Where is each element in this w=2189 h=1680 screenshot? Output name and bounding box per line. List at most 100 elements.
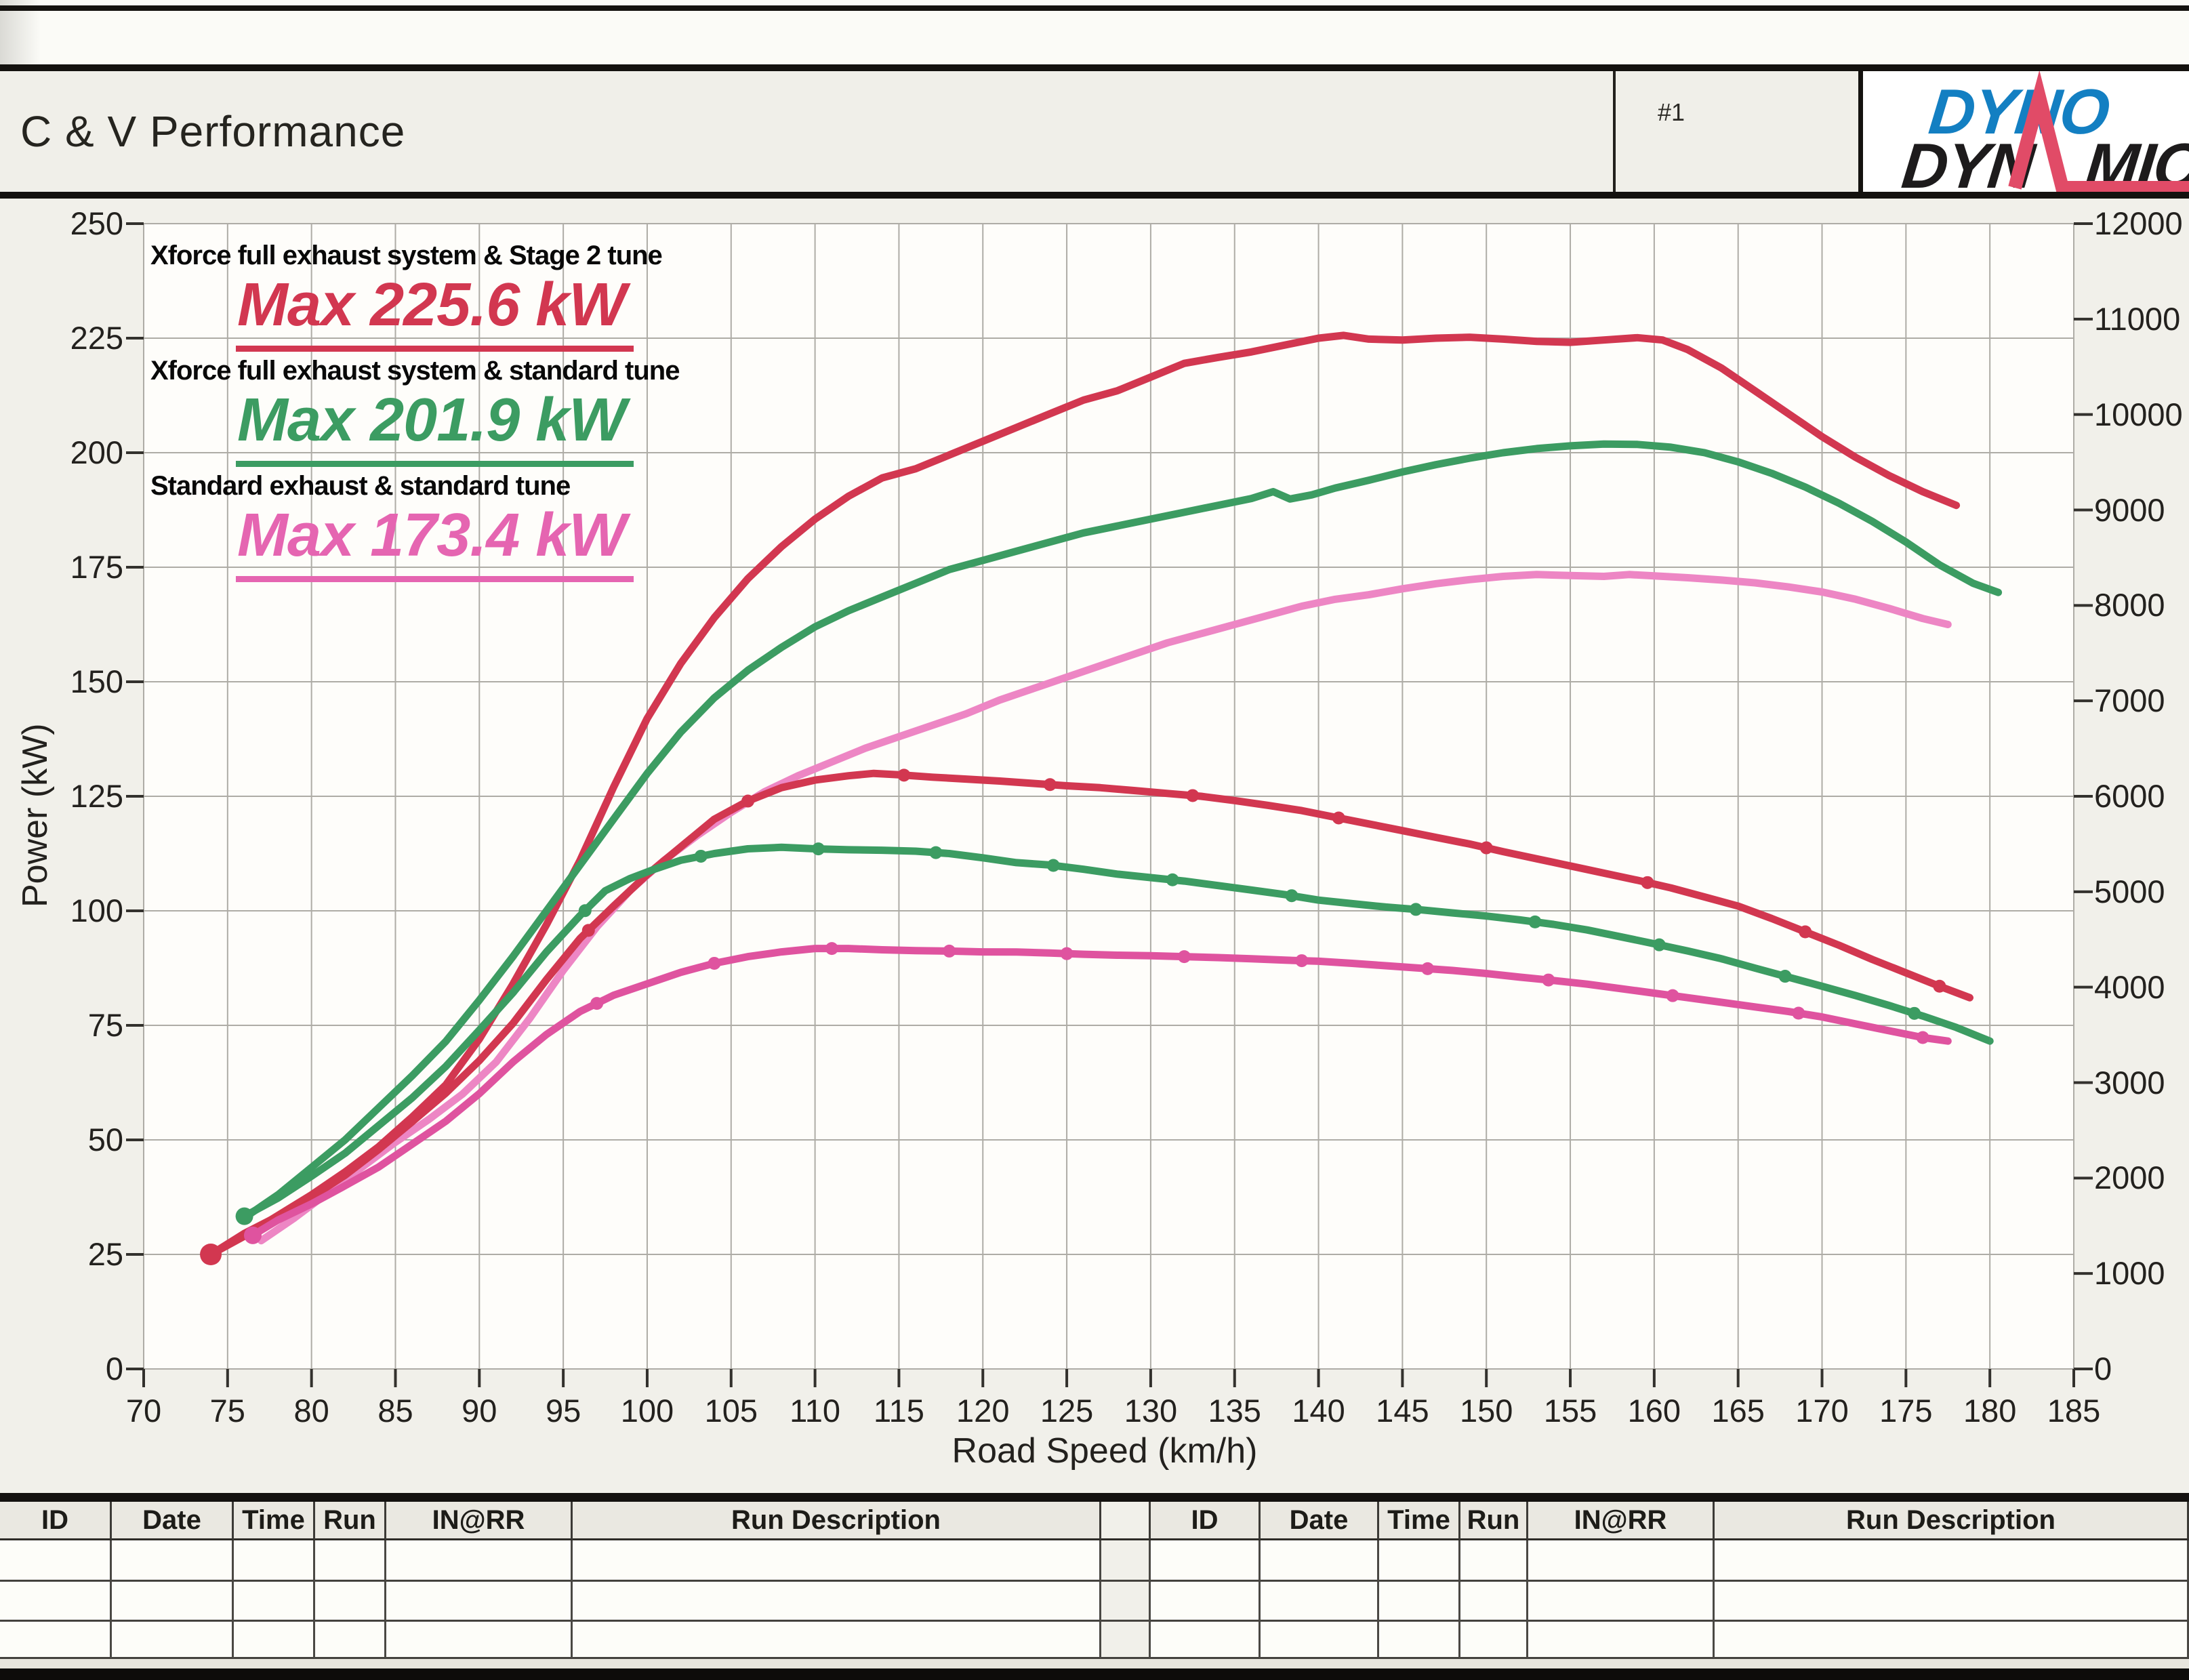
y-left-tick-label: 0 (105, 1351, 123, 1387)
runs-table-empty-cell (0, 1582, 112, 1622)
x-tick-label: 120 (956, 1393, 1010, 1429)
runs-table-header-desc: Run Description (573, 1502, 1101, 1540)
runs-table-empty-cell (1460, 1622, 1528, 1659)
x-tick-label: 185 (2047, 1393, 2101, 1429)
y-right-tick-label: 8000 (2094, 587, 2165, 623)
annotation-label-standard-tune: Xforce full exhaust system & standard tu… (150, 356, 680, 386)
series-stage2-xforce-power (207, 331, 1961, 1258)
x-tick-label: 115 (873, 1393, 924, 1429)
runs-table-empty-cell (1149, 1582, 1261, 1622)
runs-table-empty-cell (386, 1540, 573, 1582)
gridlines (143, 223, 2074, 1370)
runs-table-empty-cell (234, 1540, 315, 1582)
runs-table-empty-cell (0, 1540, 112, 1582)
y-left-tick-label: 125 (70, 778, 123, 814)
runs-table-empty-cell (1715, 1622, 2189, 1659)
runs-table-empty-cell (573, 1622, 1101, 1659)
runs-table-gap (1101, 1502, 1149, 1540)
x-tick-label: 80 (293, 1393, 329, 1429)
runs-table-empty-cell (1528, 1582, 1715, 1622)
y-right-tick-label: 10000 (2094, 396, 2183, 432)
runs-table-empty-cell (1261, 1540, 1379, 1582)
x-tick-label: 180 (1963, 1393, 2017, 1429)
x-tick-label: 150 (1459, 1393, 1513, 1429)
page-number: #1 (1658, 98, 1685, 126)
runs-table-header-id-2: ID (1149, 1502, 1261, 1540)
y-left-tick-label: 225 (70, 320, 123, 356)
runs-table-header-id: ID (0, 1502, 112, 1540)
y-right-tick-label: 3000 (2094, 1064, 2165, 1101)
runs-table-empty-cell (234, 1582, 315, 1622)
x-tick-label: 135 (1208, 1393, 1261, 1429)
runs-table-empty-cell (573, 1540, 1101, 1582)
y-right-tick-label: 0 (2094, 1351, 2112, 1387)
annotation-label-stage2: Xforce full exhaust system & Stage 2 tun… (150, 241, 663, 270)
annotation-max-standard: Max 173.4 kW (236, 501, 634, 582)
x-tick-label: 70 (125, 1393, 162, 1429)
runs-table-empty-cell (1261, 1582, 1379, 1622)
x-tick-label: 90 (462, 1393, 497, 1429)
runs-table-empty-cell (386, 1622, 573, 1659)
runs-table-empty-cell (112, 1582, 234, 1622)
runs-table-empty-cell (1379, 1622, 1460, 1659)
runs-table-empty-cell (1715, 1582, 2189, 1622)
runs-table-empty-cell (112, 1622, 234, 1659)
y-left-tick-label: 200 (70, 434, 123, 470)
x-tick-label: 155 (1543, 1393, 1597, 1429)
runs-table-empty-cell (1149, 1540, 1261, 1582)
title-box: C & V Performance (0, 71, 1613, 192)
runs-table-empty-cell (315, 1582, 386, 1622)
runs-table-empty-cell (1379, 1582, 1460, 1622)
page-bottom-bar (0, 1668, 2189, 1680)
series-stage2-xforce-tractive (200, 769, 1973, 1265)
x-tick-label: 175 (1879, 1393, 1933, 1429)
y-left-tick-label: 175 (70, 549, 123, 585)
y-left-tick-label: 75 (87, 1007, 123, 1043)
x-tick-label: 105 (704, 1393, 758, 1429)
page-number-box: #1 (1613, 71, 1858, 192)
x-tick-label: 95 (545, 1393, 581, 1429)
runs-table-header-date: Date (112, 1502, 234, 1540)
x-tick-label: 75 (209, 1393, 245, 1429)
y-right-tick-label: 6000 (2094, 778, 2165, 814)
runs-table-header-desc-2: Run Description (1715, 1502, 2189, 1540)
axis-ticks (126, 222, 2093, 1387)
dyno-chart: Power (kW) Road Speed (km/h) Xforce full… (0, 199, 2189, 1493)
annotation-max-stage2: Max 225.6 kW (236, 270, 634, 352)
y-left-tick-label: 150 (70, 663, 123, 699)
runs-table-gap-cell (1101, 1622, 1149, 1659)
runs-table-header-time: Time (234, 1502, 315, 1540)
x-tick-label: 130 (1124, 1393, 1178, 1429)
x-tick-label: 140 (1292, 1393, 1345, 1429)
y-right-tick-label: 12000 (2094, 205, 2183, 241)
y-left-tick-label: 25 (87, 1236, 123, 1272)
runs-table-empty-cell (1261, 1622, 1379, 1659)
runs-table-header-inrr: IN@RR (386, 1502, 573, 1540)
report-header: C & V Performance #1 DYNO DYN MICS (0, 64, 2189, 199)
x-tick-label: 125 (1040, 1393, 1094, 1429)
y-right-tick-label: 7000 (2094, 682, 2165, 719)
series-standard-power (257, 571, 1952, 1245)
runs-table-empty-cell (315, 1540, 386, 1582)
x-tick-label: 110 (790, 1393, 841, 1429)
logo-zigzag-icon (2008, 71, 2189, 192)
x-tick-label: 160 (1627, 1393, 1681, 1429)
y-right-tick-label: 11000 (2094, 300, 2181, 337)
dyno-dynamics-logo: DYNO DYN MICS (1858, 71, 2189, 192)
y-left-tick-label: 250 (70, 205, 123, 241)
runs-table-empty-cell (234, 1622, 315, 1659)
runs-table-empty-cell (1379, 1540, 1460, 1582)
runs-table-header-run-2: Run (1460, 1502, 1528, 1540)
x-tick-label: 100 (620, 1393, 674, 1429)
runs-table: ID Date Time Run IN@RR Run Description I… (0, 1493, 2189, 1659)
series-standard-tune-xforce-power (241, 440, 2003, 1222)
y-left-tick-label: 50 (87, 1122, 123, 1157)
page-title: C & V Performance (20, 107, 406, 156)
annotation-label-standard: Standard exhaust & standard tune (150, 471, 571, 501)
runs-table-gap-cell (1101, 1582, 1149, 1622)
runs-table-empty-cell (1149, 1622, 1261, 1659)
page-top-edge (0, 5, 2189, 11)
runs-table-empty-cell (1528, 1622, 1715, 1659)
runs-table-header-time-2: Time (1379, 1502, 1460, 1540)
y-right-tick-label: 1000 (2094, 1255, 2165, 1292)
